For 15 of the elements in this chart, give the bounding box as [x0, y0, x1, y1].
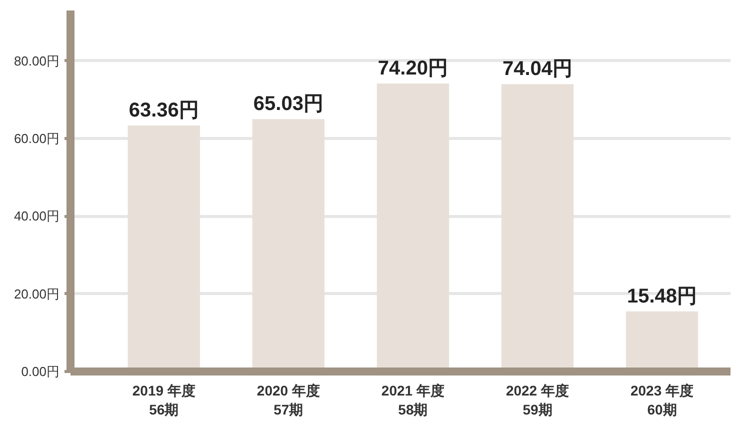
y-tick-label: 40.00円 [14, 208, 60, 224]
y-tick-label: 80.00円 [14, 53, 60, 68]
y-tick-label: 20.00円 [14, 286, 60, 302]
data-label: 63.36円 [128, 100, 199, 122]
x-tick-label: 2023 年度 60期 [630, 382, 694, 418]
x-tick-label: 2022 年度 59期 [506, 382, 570, 418]
x-tick-label: 2021 年度 58期 [381, 382, 444, 418]
x-tick-label: 2019 年度 56期 [132, 382, 196, 418]
data-label: 65.03円 [253, 93, 324, 116]
data-label: 74.20円 [378, 57, 448, 80]
data-label: 15.48円 [626, 285, 698, 308]
y-tick-label: 0.00円 [21, 364, 60, 379]
data-label: 74.04円 [502, 58, 573, 80]
x-tick-label: 2020 年度 57期 [256, 382, 320, 418]
y-tick-label: 60.00円 [14, 131, 60, 146]
